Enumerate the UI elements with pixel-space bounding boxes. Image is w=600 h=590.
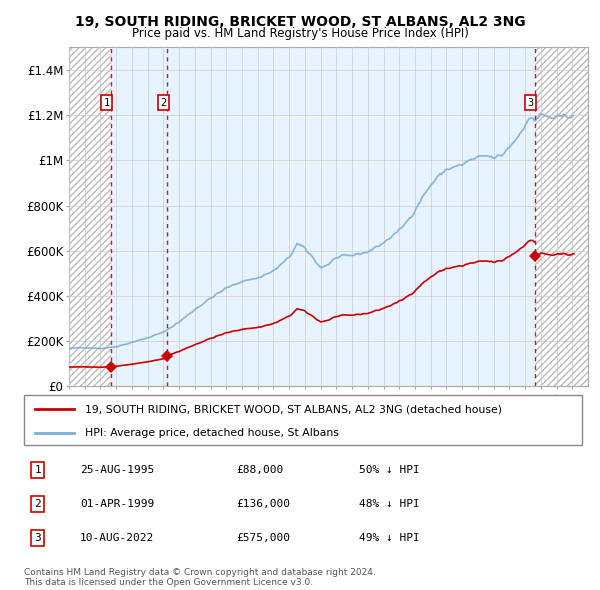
FancyBboxPatch shape: [24, 395, 582, 445]
Bar: [535, 47, 588, 386]
Text: £575,000: £575,000: [236, 533, 290, 543]
Bar: [69, 47, 110, 386]
Text: 10-AUG-2022: 10-AUG-2022: [80, 533, 154, 543]
Text: 3: 3: [35, 533, 41, 543]
Text: Price paid vs. HM Land Registry's House Price Index (HPI): Price paid vs. HM Land Registry's House …: [131, 27, 469, 40]
Text: 19, SOUTH RIDING, BRICKET WOOD, ST ALBANS, AL2 3NG (detached house): 19, SOUTH RIDING, BRICKET WOOD, ST ALBAN…: [85, 404, 502, 414]
Text: 48% ↓ HPI: 48% ↓ HPI: [359, 499, 419, 509]
Text: £136,000: £136,000: [236, 499, 290, 509]
Text: HPI: Average price, detached house, St Albans: HPI: Average price, detached house, St A…: [85, 428, 339, 438]
Text: 2: 2: [160, 97, 166, 107]
Text: £88,000: £88,000: [236, 465, 283, 475]
Text: 3: 3: [527, 97, 534, 107]
Text: 01-APR-1999: 01-APR-1999: [80, 499, 154, 509]
Text: 19, SOUTH RIDING, BRICKET WOOD, ST ALBANS, AL2 3NG: 19, SOUTH RIDING, BRICKET WOOD, ST ALBAN…: [74, 15, 526, 29]
Text: 50% ↓ HPI: 50% ↓ HPI: [359, 465, 419, 475]
Text: Contains HM Land Registry data © Crown copyright and database right 2024.
This d: Contains HM Land Registry data © Crown c…: [24, 568, 376, 587]
Bar: [110, 47, 167, 386]
Text: 49% ↓ HPI: 49% ↓ HPI: [359, 533, 419, 543]
Text: 1: 1: [35, 465, 41, 475]
Text: 2: 2: [35, 499, 41, 509]
Text: 25-AUG-1995: 25-AUG-1995: [80, 465, 154, 475]
Bar: [167, 47, 535, 386]
Text: 1: 1: [104, 97, 110, 107]
